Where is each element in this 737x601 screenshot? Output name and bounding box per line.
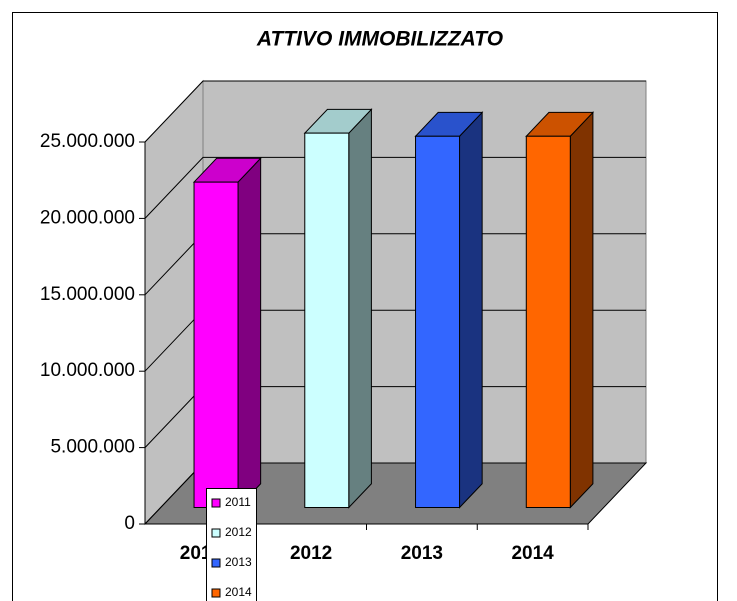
y-tick-label: 5.000.000 bbox=[50, 437, 135, 458]
grid-line bbox=[144, 80, 646, 143]
legend-label: 2014 bbox=[225, 585, 252, 599]
y-tick-label: 0 bbox=[124, 513, 135, 534]
x-tick-label: 2014 bbox=[511, 543, 554, 564]
bar-side bbox=[237, 157, 262, 509]
legend-swatch bbox=[211, 528, 221, 538]
bar bbox=[525, 135, 571, 509]
bar bbox=[304, 132, 350, 509]
y-tick-label: 20.000.000 bbox=[40, 207, 135, 228]
x-tick-label: 2012 bbox=[290, 543, 332, 564]
legend-label: 2012 bbox=[225, 525, 252, 539]
bar-side bbox=[348, 108, 372, 509]
y-tick-label: 10.000.000 bbox=[40, 360, 135, 381]
bar-side bbox=[459, 111, 483, 509]
bar bbox=[415, 135, 461, 509]
bar bbox=[193, 181, 239, 509]
legend-swatch bbox=[211, 498, 221, 508]
bar-side bbox=[569, 111, 594, 509]
y-tick-label: 15.000.000 bbox=[40, 284, 135, 305]
legend-label: 2013 bbox=[225, 555, 252, 569]
legend-swatch bbox=[211, 588, 221, 598]
x-tick-label: 2013 bbox=[401, 543, 443, 564]
legend-label: 2011 bbox=[225, 495, 251, 509]
grid-line bbox=[144, 156, 646, 219]
chart-title: ATTIVO IMMOBILIZZATO bbox=[256, 28, 503, 51]
y-tick-label: 25.000.000 bbox=[40, 131, 135, 152]
legend-swatch bbox=[211, 558, 221, 568]
